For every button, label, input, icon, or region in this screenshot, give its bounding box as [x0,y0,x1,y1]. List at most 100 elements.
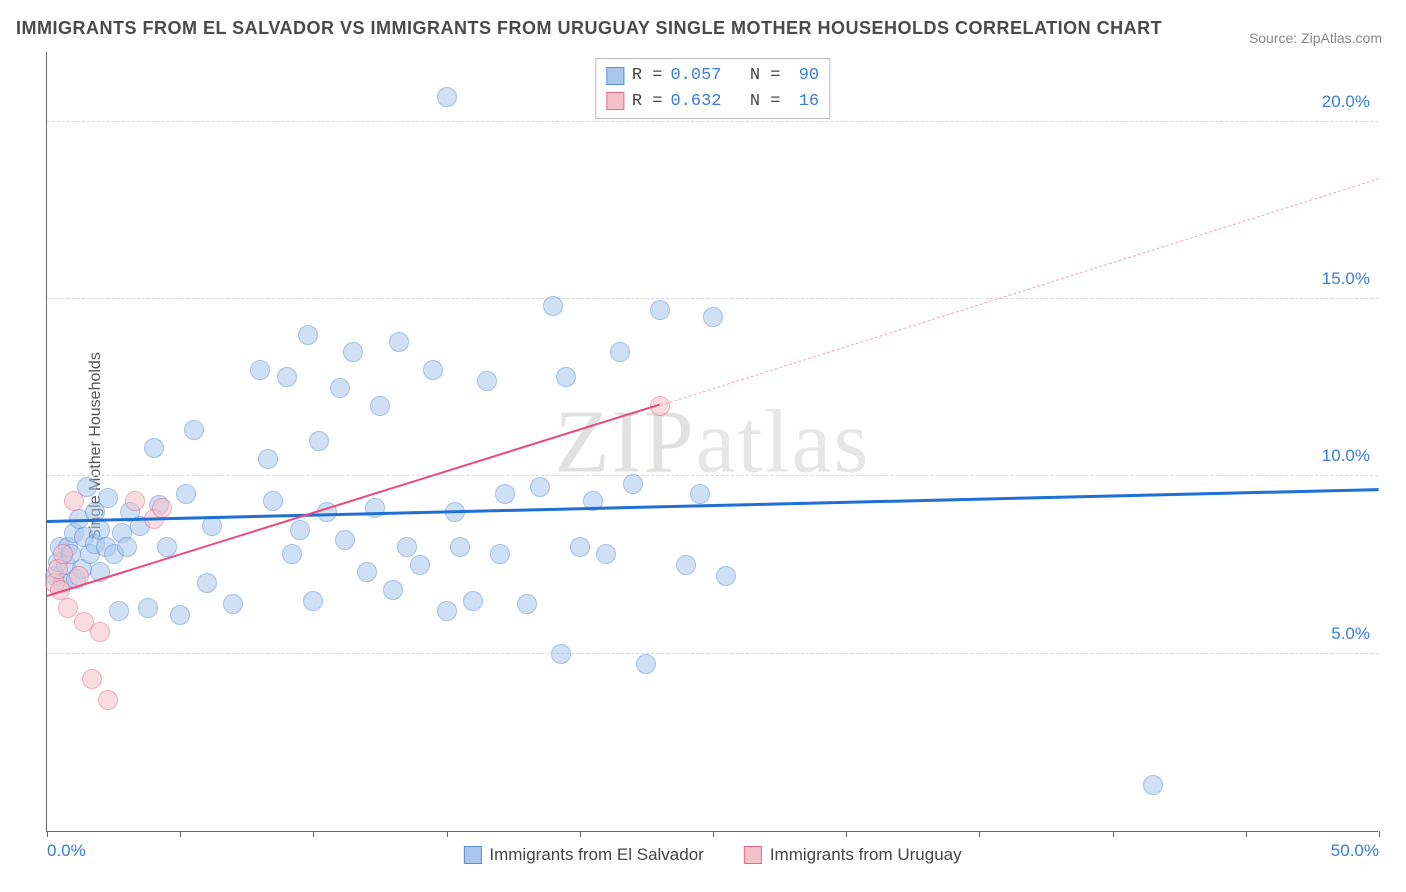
data-point [223,594,243,614]
data-point [176,484,196,504]
data-point [1143,775,1163,795]
data-point [277,367,297,387]
x-tick [1246,831,1247,837]
x-tick-label: 50.0% [1331,841,1379,861]
data-point [437,601,457,621]
legend-item: Immigrants from Uruguay [744,845,962,865]
data-point [138,598,158,618]
data-point [125,491,145,511]
x-tick [713,831,714,837]
trend-line [660,178,1380,406]
data-point [309,431,329,451]
y-tick-label: 5.0% [1331,624,1370,644]
data-point [330,378,350,398]
x-tick [1379,831,1380,837]
gridline [47,475,1378,476]
legend-label: Immigrants from El Salvador [489,845,703,865]
data-point [543,296,563,316]
trend-line [47,488,1379,523]
data-point [551,644,571,664]
data-point [397,537,417,557]
data-point [290,520,310,540]
data-point [144,438,164,458]
data-point [357,562,377,582]
x-tick [47,831,48,837]
data-point [495,484,515,504]
legend-swatch [463,846,481,864]
data-point [370,396,390,416]
data-point [383,580,403,600]
stat-n-label: N = [730,63,781,89]
data-point [650,300,670,320]
data-point [298,325,318,345]
data-point [570,537,590,557]
y-tick-label: 10.0% [1322,446,1370,466]
y-tick-label: 20.0% [1322,92,1370,112]
data-point [64,491,84,511]
data-point [423,360,443,380]
data-point [530,477,550,497]
data-point [82,669,102,689]
data-point [636,654,656,674]
data-point [117,537,137,557]
stat-r-value: 0.057 [670,63,721,89]
legend-swatch [744,846,762,864]
x-tick [1113,831,1114,837]
legend-swatch [606,92,624,110]
data-point [98,488,118,508]
data-point [90,622,110,642]
data-point [197,573,217,593]
data-point [109,601,129,621]
correlation-stats-box: R = 0.057 N = 90R =0.632 N = 16 [595,58,830,119]
x-tick [979,831,980,837]
data-point [184,420,204,440]
data-point [623,474,643,494]
legend-label: Immigrants from Uruguay [770,845,962,865]
stat-n-value: 90 [789,63,820,89]
data-point [690,484,710,504]
data-point [437,87,457,107]
data-point [703,307,723,327]
stats-row: R = 0.057 N = 90 [606,63,819,89]
stat-n-value: 16 [789,89,820,115]
data-point [53,544,73,564]
data-point [410,555,430,575]
gridline [47,653,1378,654]
data-point [343,342,363,362]
data-point [365,498,385,518]
legend-swatch [606,67,624,85]
watermark: ZIPatlas [555,390,871,493]
data-point [610,342,630,362]
data-point [450,537,470,557]
data-point [490,544,510,564]
data-point [170,605,190,625]
stats-row: R =0.632 N = 16 [606,89,819,115]
gridline [47,121,1378,122]
data-point [152,498,172,518]
stat-r-label: R = [632,63,663,89]
data-point [463,591,483,611]
scatter-plot-area: ZIPatlas R =0.057 N = 90R =0.632 N = 16 … [46,52,1378,832]
data-point [517,594,537,614]
x-tick [447,831,448,837]
y-tick-label: 15.0% [1322,269,1370,289]
data-point [250,360,270,380]
data-point [282,544,302,564]
x-tick [313,831,314,837]
data-point [477,371,497,391]
x-tick [180,831,181,837]
stat-r-value: 0.632 [670,89,721,115]
data-point [716,566,736,586]
x-tick [846,831,847,837]
data-point [389,332,409,352]
data-point [263,491,283,511]
data-point [303,591,323,611]
data-point [258,449,278,469]
x-tick-label: 0.0% [47,841,86,861]
legend-item: Immigrants from El Salvador [463,845,703,865]
gridline [47,298,1378,299]
data-point [98,690,118,710]
data-point [676,555,696,575]
source-attribution: Source: ZipAtlas.com [1249,30,1382,46]
x-tick [580,831,581,837]
